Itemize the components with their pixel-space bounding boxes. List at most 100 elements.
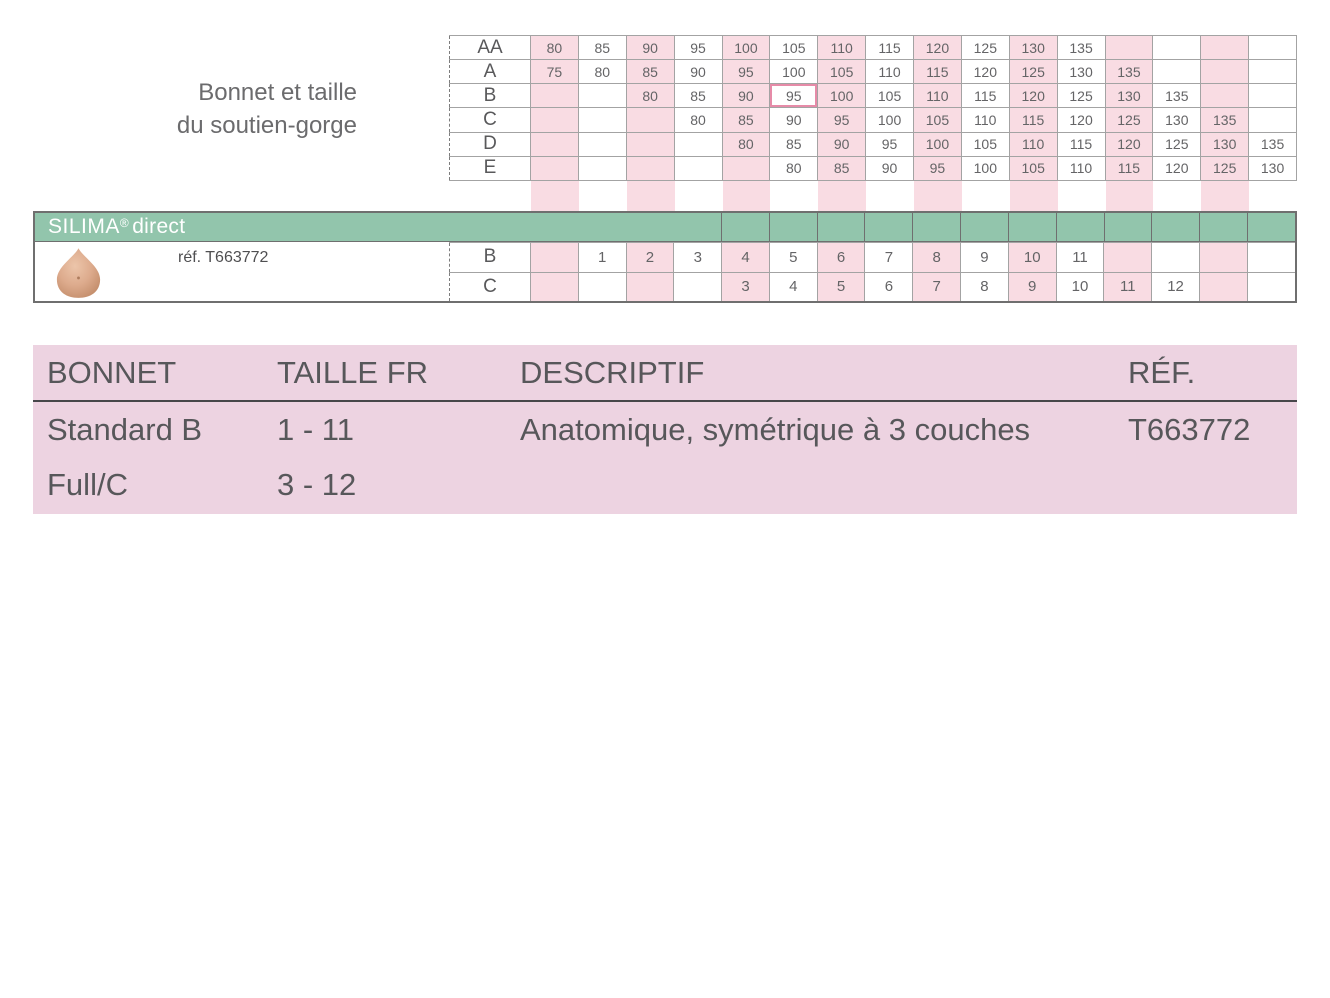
cup-label: A	[449, 59, 531, 85]
cup-label: E	[449, 155, 531, 182]
empty-cell	[577, 131, 627, 157]
empty-cell	[1248, 83, 1297, 109]
cell-ref: T663772	[1128, 411, 1251, 447]
empty-cell	[530, 242, 579, 273]
size-cell: 120	[1056, 107, 1106, 133]
empty-cell	[1103, 242, 1153, 273]
size-cell: 130	[1152, 107, 1202, 133]
header-cell	[1247, 213, 1295, 241]
size-cell: 100	[865, 107, 914, 133]
stripe	[1201, 181, 1250, 212]
stripe	[914, 181, 962, 212]
size-cell: 125	[1008, 59, 1058, 85]
size-cell: 105	[769, 34, 819, 61]
product-band: SILIMA® direct réf. T663772 B 1 2 3 4 5 6 7 8 9 10 1…	[33, 211, 1297, 303]
size-cell: 100	[769, 59, 819, 85]
size-cell: 100	[913, 131, 962, 157]
cup-label: D	[449, 131, 531, 157]
column-stripes	[531, 181, 1297, 212]
size-cell: 7	[864, 242, 914, 273]
details-table: BONNET TAILLE FR DESCRIPTIF RÉF. Standar…	[33, 345, 1297, 514]
size-cell: 90	[865, 155, 914, 182]
brand-name: SILIMA	[48, 215, 120, 238]
size-cell: 85	[673, 83, 723, 109]
stripe	[579, 181, 627, 212]
brand-header-bar: SILIMA® direct	[35, 213, 1295, 242]
cup-label: AA	[449, 34, 531, 61]
stripe	[1153, 181, 1201, 212]
size-cell: 75	[530, 59, 579, 85]
size-cell: 9	[1007, 271, 1057, 301]
breast-prosthesis-image	[56, 248, 101, 298]
cup-label: C	[449, 271, 531, 301]
empty-cell	[1152, 34, 1202, 61]
stripe	[531, 181, 579, 212]
cell-taille-fr: 1 - 11	[277, 411, 354, 447]
size-cell: 80	[530, 34, 579, 61]
empty-cell	[1200, 59, 1250, 85]
size-cell: 85	[577, 34, 627, 61]
stripe	[1009, 181, 1058, 212]
size-cell: 6	[816, 242, 866, 273]
size-cell: 8	[912, 242, 962, 273]
details-header-row: BONNET TAILLE FR DESCRIPTIF RÉF.	[33, 345, 1297, 402]
size-cell: 105	[865, 83, 914, 109]
size-cell: 115	[960, 83, 1010, 109]
size-cell: 80	[625, 83, 675, 109]
empty-cell	[577, 155, 627, 182]
empty-cell	[1198, 271, 1248, 301]
empty-cell	[1248, 107, 1297, 133]
size-cell: 3	[721, 271, 770, 301]
size-cell: 100	[721, 34, 771, 61]
size-cell: 100	[960, 155, 1010, 182]
size-cell: 1	[577, 242, 627, 273]
stripe	[770, 181, 818, 212]
size-cell: 110	[1056, 155, 1106, 182]
empty-cell	[625, 131, 675, 157]
cell-bonnet: Standard B	[47, 411, 203, 447]
stripe	[722, 181, 771, 212]
product-size-table: B 1 2 3 4 5 6 7 8 9 10 11 C 3 4 5 6 7 8 9 10 11 12	[449, 242, 1295, 301]
size-cell: 125	[1104, 107, 1154, 133]
size-cell: 5	[768, 242, 818, 273]
size-cell: 110	[1008, 131, 1058, 157]
cell-descriptif: Anatomique, symétrique à 3 couches	[520, 411, 1031, 447]
header-descriptif: DESCRIPTIF	[520, 354, 705, 390]
size-cell: 135	[1056, 34, 1106, 61]
empty-cell	[577, 83, 627, 109]
header-cell	[960, 213, 1008, 241]
stripe	[626, 181, 675, 212]
cell-taille-fr: 3 - 12	[277, 466, 357, 502]
details-row: Full/C 3 - 12	[33, 457, 1297, 512]
size-cell: 95	[817, 107, 867, 133]
header-cell	[1007, 213, 1056, 241]
size-cell: 95	[769, 83, 819, 109]
size-cell: 5	[816, 271, 866, 301]
empty-cell	[1104, 34, 1154, 61]
size-chart-caption: Bonnet et taille du soutien-gorge	[60, 76, 357, 142]
empty-cell	[530, 155, 579, 182]
header-cell	[1199, 213, 1247, 241]
product-row: réf. T663772 B 1 2 3 4 5 6 7 8 9 10 11 C 3 4 5 6 7 8 9 10 11 1…	[35, 242, 1295, 301]
size-cell: 135	[1200, 107, 1250, 133]
size-cell: 6	[864, 271, 914, 301]
size-cell: 100	[817, 83, 867, 109]
size-cell: 85	[721, 107, 771, 133]
size-cell: 85	[625, 59, 675, 85]
size-cell: 135	[1152, 83, 1202, 109]
empty-cell	[577, 271, 627, 301]
size-cell: 85	[769, 131, 819, 157]
size-cell: 105	[817, 59, 867, 85]
stripe	[962, 181, 1010, 212]
size-cell: 7	[912, 271, 962, 301]
size-cell: 80	[577, 59, 627, 85]
size-cell: 80	[673, 107, 723, 133]
size-cell: 120	[913, 34, 962, 61]
bra-size-chart: AA 80 85 90 95 100 105 110 115 120 125 130 135 A 75 80 8…	[449, 34, 1297, 182]
empty-cell	[530, 83, 579, 109]
size-cell: 4	[768, 271, 818, 301]
empty-cell	[1248, 34, 1297, 61]
product-ref: réf. T663772	[178, 249, 269, 266]
size-cell: 85	[817, 155, 867, 182]
